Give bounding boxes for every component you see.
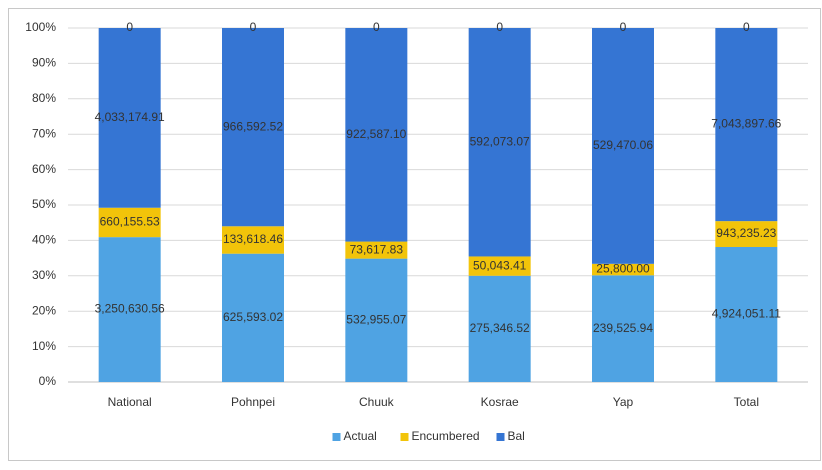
bar-segment xyxy=(468,256,531,276)
data-label: 275,346.52 xyxy=(470,321,530,335)
y-tick-label: 60% xyxy=(32,162,56,176)
data-label: 0 xyxy=(496,20,503,34)
bar-segment xyxy=(715,246,778,382)
y-tick-label: 50% xyxy=(32,197,56,211)
data-label: 922,587.10 xyxy=(346,127,406,141)
bar-segment xyxy=(592,263,654,276)
y-tick-label: 20% xyxy=(32,303,56,317)
bar-segment xyxy=(98,28,161,208)
bar-segment xyxy=(715,28,778,222)
data-label: 529,470.06 xyxy=(593,138,653,152)
bar-segment xyxy=(222,28,284,227)
y-tick-label: 40% xyxy=(32,233,56,247)
data-label: 0 xyxy=(250,20,257,34)
data-label: 73,617.83 xyxy=(350,242,404,256)
bar-segment xyxy=(345,258,408,382)
y-tick-label: 30% xyxy=(32,268,56,282)
x-tick-label: Yap xyxy=(613,395,634,409)
data-label: 660,155.53 xyxy=(100,215,160,229)
y-tick-label: 70% xyxy=(32,126,56,140)
bar-segment xyxy=(345,28,408,242)
legend-swatch xyxy=(400,433,409,441)
bar-segment xyxy=(592,28,654,264)
y-tick-label: 90% xyxy=(32,56,56,70)
y-tick-label: 10% xyxy=(32,339,56,353)
data-label: 133,618.46 xyxy=(223,232,283,246)
bar-segment xyxy=(468,275,531,382)
bar-segment xyxy=(345,241,408,259)
x-tick-label: Chuuk xyxy=(359,395,395,409)
data-label: 966,592.52 xyxy=(223,119,283,133)
y-tick-label: 80% xyxy=(32,91,56,105)
legend-swatch xyxy=(496,433,505,441)
bar-segment xyxy=(715,221,778,247)
data-label: 943,235.23 xyxy=(716,226,776,240)
data-label: 0 xyxy=(743,20,750,34)
data-label: 4,033,174.91 xyxy=(95,110,165,124)
bar-segment xyxy=(222,253,284,382)
bar-segment xyxy=(98,207,161,238)
x-tick-label: Total xyxy=(734,395,759,409)
data-label: 3,250,630.56 xyxy=(95,302,165,316)
legend-label: Actual xyxy=(344,429,377,443)
data-label: 7,043,897.66 xyxy=(711,117,781,131)
data-label: 592,073.07 xyxy=(470,134,530,148)
data-label: 0 xyxy=(620,20,627,34)
x-tick-label: National xyxy=(108,395,152,409)
data-label: 4,924,051.11 xyxy=(712,307,782,321)
bar-segment xyxy=(592,275,654,382)
x-tick-label: Kosrae xyxy=(481,395,519,409)
y-tick-label: 0% xyxy=(39,374,57,388)
y-tick-label: 100% xyxy=(25,20,56,34)
data-label: 0 xyxy=(373,20,380,34)
legend-swatch xyxy=(332,433,341,441)
bar-segment xyxy=(468,28,531,257)
data-label: 0 xyxy=(126,20,133,34)
data-label: 50,043.41 xyxy=(473,258,527,272)
bar-segment xyxy=(222,226,284,254)
legend-label: Bal xyxy=(508,429,525,443)
data-label: 625,593.02 xyxy=(223,310,283,324)
legend-label: Encumbered xyxy=(412,429,480,443)
data-label: 239,525.94 xyxy=(593,321,653,335)
data-label: 532,955.07 xyxy=(346,312,406,326)
data-label: 25,800.00 xyxy=(596,262,650,276)
x-tick-label: Pohnpei xyxy=(231,395,275,409)
bar-segment xyxy=(98,237,161,382)
